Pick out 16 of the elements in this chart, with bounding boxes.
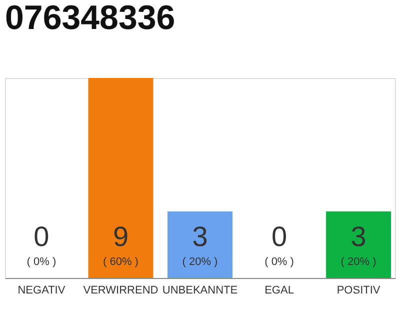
data-label: 9	[112, 221, 129, 252]
data-label: 3	[350, 221, 366, 252]
data-label: 0	[271, 221, 288, 252]
data-label: 0	[34, 221, 50, 252]
x-tick-label: EGAL	[264, 284, 294, 296]
annotation: ( 20% )	[182, 256, 218, 268]
x-tick-label: POSITIV	[336, 284, 381, 296]
annotation: ( 0% )	[26, 256, 56, 268]
data-label: 3	[192, 221, 208, 252]
chart-title: 076348336	[5, 0, 176, 37]
x-tick-label: NEGATIV	[18, 284, 66, 296]
annotation: ( 0% )	[264, 256, 294, 268]
annotation: ( 20% )	[340, 256, 376, 268]
annotation: ( 60% )	[102, 256, 138, 268]
x-tick-label: UNBEKANNTE	[162, 284, 238, 296]
x-tick-label: VERWIRREND	[83, 284, 158, 296]
